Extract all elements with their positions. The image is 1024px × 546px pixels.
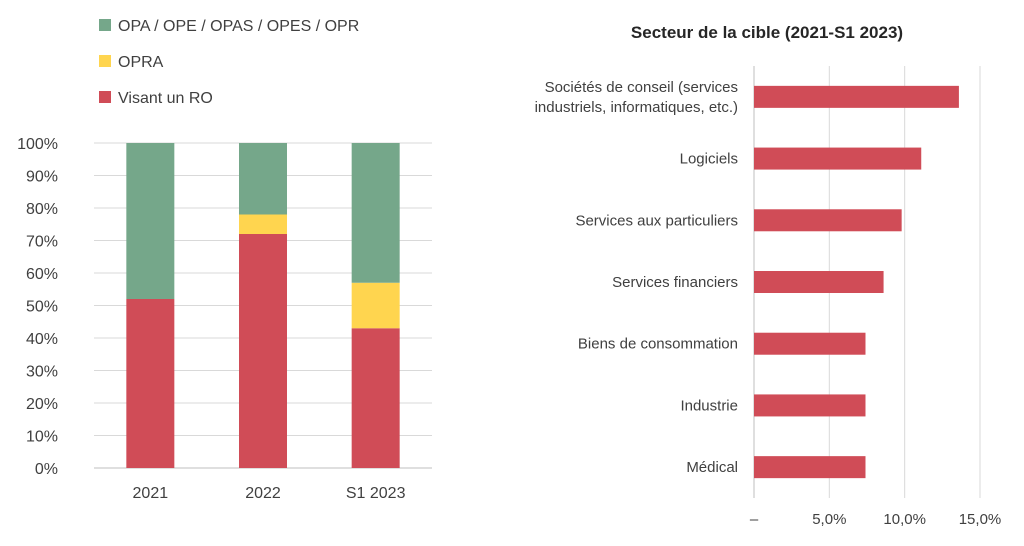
left-x-tick-label: S1 2023 [346,485,406,502]
left-y-tick-label: 30% [26,364,58,381]
legend-label: Visant un RO [118,90,213,107]
right-x-tick-label: 15,0% [959,511,1002,528]
right-category-label: Biens de consommation [578,336,738,353]
left-y-tick-label: 60% [26,266,58,283]
right-category-label: Services aux particuliers [575,212,738,229]
right-bar [754,147,922,170]
left-bar-segment [351,328,400,468]
left-bar-segment [239,143,287,215]
right-bar [754,85,959,108]
left-y-tick-label: 100% [17,136,58,153]
left-bar-segment [351,143,400,283]
left-y-tick-label: 0% [35,461,58,478]
right-category-label: Industrie [680,397,738,414]
right-bar [754,209,902,232]
right-x-tick-label: 10,0% [883,511,926,528]
right-category-label: industriels, informatiques, etc.) [535,99,738,116]
left-y-tick-label: 90% [26,169,58,186]
right-bar [754,271,884,293]
left-x-tick-label: 2022 [245,485,281,502]
right-bar [754,332,866,355]
left-y-tick-label: 20% [26,396,58,413]
right-bar [754,394,866,417]
left-bar-segment [239,214,287,234]
left-bar-segment [239,234,287,468]
left-y-tick-label: 80% [26,201,58,218]
left-bar-segment [126,143,175,299]
legend-swatch [99,19,111,31]
right-category-label: Services financiers [612,274,738,291]
right-x-tick-label: 5,0% [812,511,846,528]
right-category-label: Sociétés de conseil (services [545,79,738,96]
right-category-label: Logiciels [680,151,738,168]
legend-swatch [99,91,111,103]
left-x-tick-label: 2021 [133,485,169,502]
left-y-tick-label: 40% [26,331,58,348]
left-bar-segment [351,282,400,329]
legend-label: OPRA [118,54,164,71]
right-bar [754,456,866,479]
left-y-tick-label: 70% [26,234,58,251]
right-category-label: Médical [686,459,738,476]
legend-label: OPA / OPE / OPAS / OPES / OPR [118,18,359,35]
legend-swatch [99,55,111,67]
left-y-tick-label: 10% [26,429,58,446]
right-x-tick-label: – [750,511,759,528]
left-bar-segment [126,299,175,468]
left-y-tick-label: 50% [26,299,58,316]
right-chart-title: Secteur de la cible (2021-S1 2023) [631,23,903,42]
